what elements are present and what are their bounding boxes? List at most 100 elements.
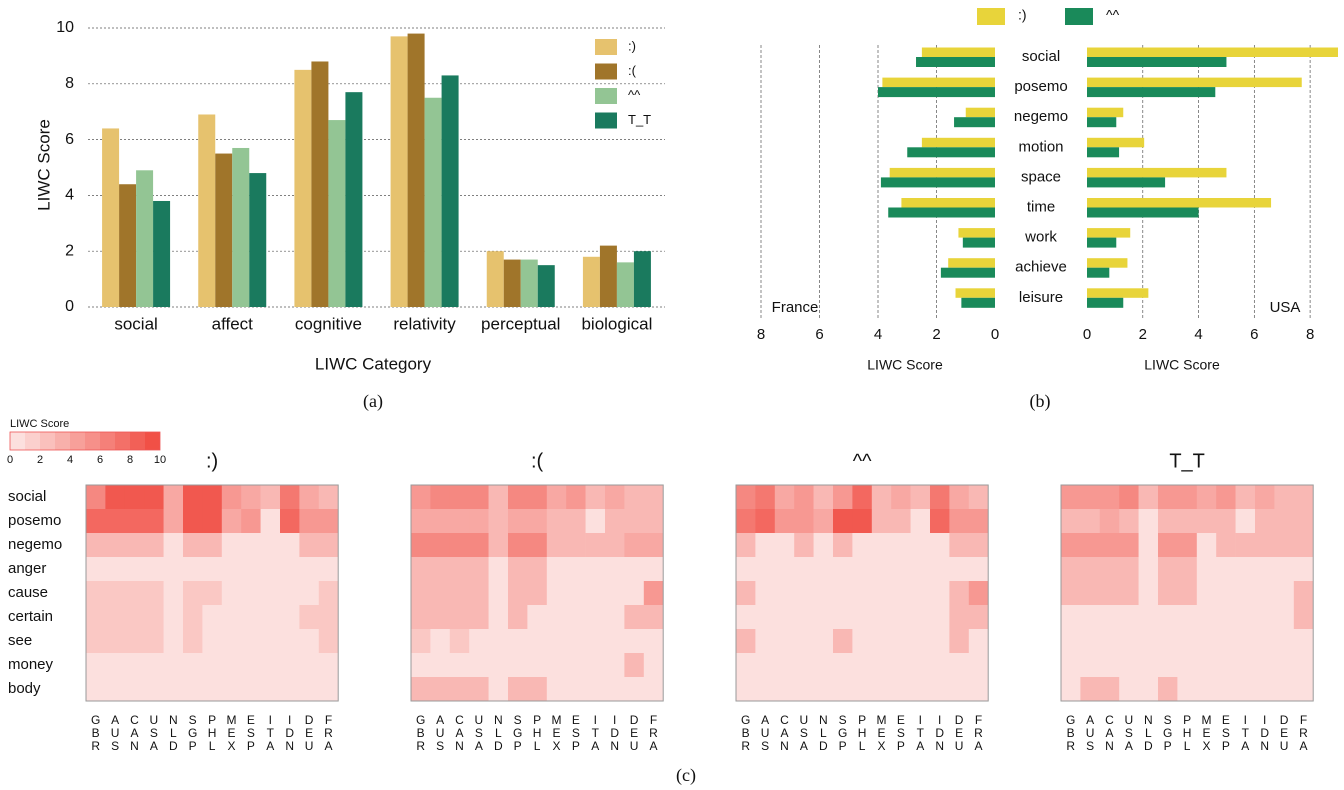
bar (889, 167, 995, 178)
heat-cell (605, 581, 625, 606)
heat-cell (1158, 509, 1178, 534)
heat-cell (605, 653, 625, 678)
heat-cell (1061, 605, 1081, 630)
heat-cell (124, 557, 145, 582)
column-label: IDN (283, 713, 297, 752)
column-label: PHL (205, 713, 219, 752)
heat-cell (163, 653, 184, 678)
heat-cell (221, 605, 242, 630)
heat-cell (1274, 557, 1295, 582)
heat-cell (1080, 509, 1101, 534)
column-label: NLD (1141, 713, 1155, 752)
heat-cell (546, 629, 567, 654)
x-tick-label: 2 (1139, 326, 1147, 343)
heat-cell (527, 605, 548, 630)
heat-cell (585, 629, 606, 654)
heat-cell (508, 677, 528, 702)
heat-cell (144, 677, 164, 702)
heat-cell (774, 605, 795, 630)
column-label: SGP (511, 713, 525, 752)
heat-cell (124, 629, 145, 654)
category-label: social (1022, 48, 1060, 65)
colorbar-step (145, 432, 160, 450)
heat-cell (755, 605, 776, 630)
heat-cell (449, 485, 470, 510)
heat-cell (871, 605, 892, 630)
heat-cell (124, 581, 145, 606)
heat-cell (1255, 533, 1275, 558)
heat-cell (605, 533, 625, 558)
colorbar-step (10, 432, 25, 450)
panel-title: :) (206, 450, 218, 472)
column-label: DEU (1277, 713, 1291, 752)
heat-cell (469, 533, 489, 558)
bar (958, 228, 995, 238)
heat-cell (124, 533, 145, 558)
heat-cell (1196, 605, 1217, 630)
heat-cell (566, 509, 586, 534)
bar (878, 87, 995, 98)
heat-cell (949, 509, 970, 534)
heat-cell (930, 653, 950, 678)
heat-cell (1138, 509, 1159, 534)
heat-cell (105, 509, 126, 534)
heat-cell (736, 605, 756, 630)
heat-cell (488, 605, 509, 630)
heat-cell (1216, 485, 1236, 510)
heat-cell (124, 605, 145, 630)
heat-cell (411, 557, 431, 582)
bar (424, 97, 442, 307)
heat-cell (585, 509, 606, 534)
x-tick-label: cognitive (295, 314, 362, 333)
y-tick-label: 4 (65, 187, 74, 204)
heat-cell (1255, 485, 1275, 510)
heat-cell (891, 629, 911, 654)
heat-cell (488, 629, 509, 654)
heat-cell (891, 533, 911, 558)
heat-cell (508, 605, 528, 630)
heat-cell (833, 509, 853, 534)
heat-cell (318, 605, 339, 630)
x-tick-label: 0 (991, 326, 999, 343)
bar (215, 153, 233, 307)
heat-cell (774, 581, 795, 606)
heat-cell (1216, 581, 1236, 606)
row-label: money (8, 656, 54, 673)
heat-cell (469, 581, 489, 606)
bar (1087, 267, 1110, 278)
caption: (c) (676, 765, 696, 786)
heat-cell (949, 533, 970, 558)
row-label: anger (8, 560, 46, 577)
heat-cell (1061, 485, 1081, 510)
heat-cell (508, 509, 528, 534)
colorbar-step (130, 432, 145, 450)
heat-cell (833, 533, 853, 558)
heat-cell (183, 629, 203, 654)
colorbar-step (25, 432, 40, 450)
heat-cell (144, 629, 164, 654)
heat-cell (813, 605, 834, 630)
heat-cell (430, 581, 451, 606)
heat-cell (968, 581, 989, 606)
column-label: ESP (569, 713, 583, 752)
heat-cell (566, 629, 586, 654)
heat-cell (1158, 653, 1178, 678)
heat-cell (508, 629, 528, 654)
heat-cell (163, 533, 184, 558)
heat-cell (260, 629, 281, 654)
heat-cell (968, 629, 989, 654)
heat-cell (833, 653, 853, 678)
heat-cell (643, 509, 664, 534)
colorbar-tick-label: 4 (67, 454, 73, 466)
heat-cell (202, 509, 223, 534)
column-label: GBR (89, 713, 103, 752)
y-tick-label: 0 (65, 298, 74, 315)
y-tick-label: 6 (65, 131, 74, 148)
heat-cell (1235, 533, 1256, 558)
bar (537, 265, 555, 307)
heat-cell (430, 653, 451, 678)
bar (888, 207, 995, 218)
heat-cell (469, 485, 489, 510)
heat-cell (585, 605, 606, 630)
heat-cell (1196, 653, 1217, 678)
